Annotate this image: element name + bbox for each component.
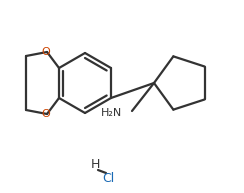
Text: H: H (90, 158, 100, 172)
Text: Cl: Cl (102, 172, 114, 185)
Text: O: O (42, 109, 51, 119)
Text: O: O (42, 47, 51, 57)
Text: H₂N: H₂N (101, 108, 122, 118)
